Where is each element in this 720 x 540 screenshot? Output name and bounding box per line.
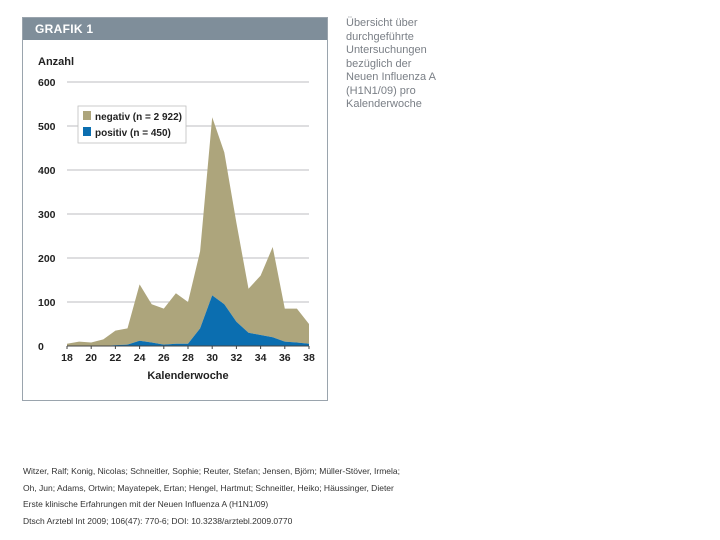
citation-authors: Witzer, Ralf; Konig, Nicolas; Schneitler… (23, 466, 401, 476)
figure-label: GRAFIK 1 (35, 22, 94, 36)
x-tick-label: 18 (61, 352, 73, 364)
x-axis-title: Kalenderwoche (147, 370, 228, 382)
x-tick-label: 38 (303, 352, 315, 364)
y-axis-title: Anzahl (38, 56, 74, 68)
citation-source: Dtsch Arztebl Int 2009; 106(47): 770-6; … (23, 515, 293, 526)
x-tick-label: 20 (85, 352, 97, 364)
x-tick-label: 26 (158, 352, 170, 364)
citation-authors-continued: Oh, Jun; Adams, Ortwin; Mayatepek, Ertan… (23, 482, 394, 493)
area-positiv (67, 295, 309, 346)
figure-header: GRAFIK 1 (23, 18, 327, 40)
y-tick-label: 400 (38, 165, 56, 177)
legend-label-positiv: positiv (n = 450) (95, 128, 171, 139)
chart: 0 100 200 300 400 500 600 18 20 22 24 26 28 30 32 34 36 3… (38, 56, 315, 382)
figure-caption: Übersicht über durchgeführte Untersuchun… (346, 17, 446, 112)
legend-box (77, 105, 187, 144)
x-tick-label: 32 (231, 352, 243, 364)
x-tick-label: 30 (206, 352, 218, 364)
x-tick-label: 22 (110, 352, 122, 364)
citation-title: Erste klinische Erfahrungen mit der Neue… (23, 499, 269, 509)
y-tick-label: 100 (38, 297, 56, 309)
x-tick-label: 34 (255, 352, 267, 364)
figure-panel: GRAFIK 1 0 100 200 300 400 500 600 18 20 22 24 26 28… (22, 17, 328, 401)
y-tick-label: 300 (38, 209, 56, 221)
legend-swatch-negativ (83, 111, 91, 120)
x-tick-label: 24 (134, 352, 146, 364)
x-tick-label: 36 (279, 352, 291, 364)
y-tick-label: 500 (38, 121, 56, 133)
area-negativ (67, 117, 309, 346)
x-tick-label: 28 (182, 352, 194, 364)
y-tick-label: 600 (38, 77, 56, 89)
legend-label-negativ: negativ (n = 2 922) (95, 112, 182, 123)
y-tick-label: 200 (38, 253, 56, 265)
caption-text: Übersicht über durchgeführte Untersuchun… (346, 17, 436, 110)
citation: Witzer, Ralf; Konig, Nicolas; Schneitler… (23, 463, 443, 529)
legend-swatch-positiv (83, 127, 91, 136)
y-tick-label: 0 (38, 341, 44, 353)
